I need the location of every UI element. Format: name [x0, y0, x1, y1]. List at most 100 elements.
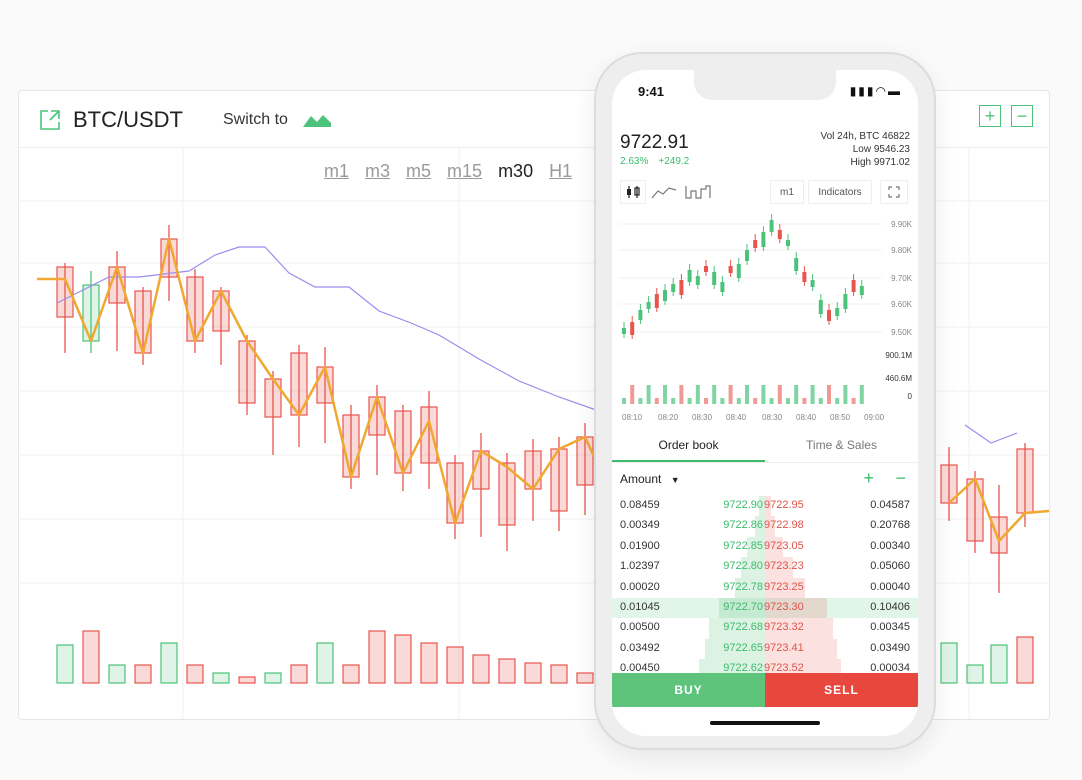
candle-body [843, 294, 848, 309]
volume-bar [134, 664, 152, 684]
candle-body [654, 294, 659, 308]
change-absolute: +249.2 [658, 156, 690, 167]
volume-bar [827, 385, 831, 404]
moving-average-line [56, 246, 632, 418]
orderbook-row[interactable]: 0.01900 9722.85 9723.05 0.00340 [612, 536, 918, 558]
tab-order-book[interactable]: Order book [612, 432, 765, 462]
pair-selector[interactable]: BTC/USDT [39, 107, 183, 133]
status-icons: ▮▮▮◠▬ [850, 84, 902, 98]
candle-body [630, 322, 635, 335]
phone-frame: 9:41 ▮▮▮◠▬ 9722.91 2.63% +249.2 Vol 24h, … [594, 52, 936, 750]
orderbook-row[interactable]: 0.00349 9722.86 9722.98 0.20768 [612, 516, 918, 537]
orderbook-row[interactable]: 1.02397 9722.80 9723.23 0.05060 [612, 557, 918, 578]
interval-button[interactable]: m1 [770, 180, 804, 204]
time-axis-label: 08:30 [692, 413, 713, 422]
volume-bar [56, 644, 74, 684]
timeframe-m1[interactable]: m1 [324, 161, 350, 181]
market-stats: Vol 24h, BTC 46822 Low 9546.23 High 9971… [820, 130, 910, 169]
line-type-icon[interactable] [648, 180, 680, 204]
zoom-out-icon[interactable]: − [895, 468, 906, 488]
volume-bar [160, 642, 178, 684]
candle-type-icon[interactable] [620, 180, 646, 204]
volume-bar [316, 642, 334, 684]
orderbook-row-selected[interactable]: 0.01045 9722.70 9723.30 0.10406 [612, 597, 918, 619]
volume-axis-label: 0 [908, 392, 913, 401]
volume-bar [1016, 636, 1034, 684]
volume-bar [818, 398, 823, 404]
candle-body [663, 290, 667, 301]
last-price: 9722.91 [620, 132, 689, 153]
candle-body [851, 280, 856, 292]
time-axis-label: 08:50 [830, 413, 851, 422]
zoom-in-icon[interactable]: + [863, 468, 874, 488]
candle-body [704, 266, 708, 272]
volume-bar [843, 385, 848, 404]
volume-bar [720, 398, 725, 404]
volume-bar [82, 630, 100, 684]
volume-bar [446, 646, 464, 684]
timeframe-selector: m1 m3 m5 m15 m30 H1 [324, 161, 572, 182]
timeframe-h1[interactable]: H1 [549, 161, 573, 181]
battery-icon: ▬ [888, 84, 902, 98]
volume-bar [646, 385, 651, 404]
timeframe-m3[interactable]: m3 [365, 161, 391, 181]
amount-label: Amount [620, 472, 662, 486]
area-chart-icon[interactable] [302, 111, 332, 129]
candle-body [810, 280, 815, 287]
depth-type-icon[interactable] [682, 180, 714, 204]
candle-body [1016, 448, 1034, 514]
volume-bar [238, 676, 256, 684]
remove-chart-icon[interactable]: − [1011, 105, 1033, 127]
timeframe-m30[interactable]: m30 [498, 161, 534, 181]
volume-bar [940, 642, 958, 684]
fullscreen-icon[interactable] [880, 180, 908, 204]
price-axis-label: 9.90K [891, 220, 913, 229]
wifi-icon: ◠ [875, 84, 888, 98]
switch-chart-type[interactable]: Switch to [223, 111, 332, 129]
orderbook-row[interactable]: 0.08459 9722.90 9722.95 0.04587 [612, 496, 918, 517]
volume-bar [851, 398, 856, 404]
volume-axis-label: 900.1M [885, 351, 912, 360]
volume-bar [769, 398, 774, 404]
volume-bar [695, 385, 700, 404]
candle-body [990, 516, 1008, 554]
volume-bar [576, 672, 594, 684]
home-indicator [710, 721, 820, 725]
time-axis-label: 09:00 [864, 413, 885, 422]
candle-body [212, 290, 230, 332]
candle-body [687, 270, 692, 282]
volume-bar [550, 664, 568, 684]
orderbook-row[interactable]: 0.03492 9722.65 9723.41 0.03490 [612, 638, 918, 660]
candle-body [498, 462, 516, 526]
candle-body [777, 230, 782, 239]
price-axis-label: 9.60K [891, 300, 913, 309]
tab-time-sales[interactable]: Time & Sales [806, 438, 877, 452]
volume-bar [704, 398, 708, 404]
candle-body [736, 264, 741, 278]
volume-bar [777, 385, 782, 404]
volume-bar [498, 658, 516, 684]
amount-dropdown[interactable]: Amount ▼ [620, 472, 680, 486]
candle-body [761, 232, 766, 247]
volume-bar [859, 385, 864, 404]
add-chart-icon[interactable]: + [979, 105, 1001, 127]
timeframe-m5[interactable]: m5 [406, 161, 432, 181]
status-time: 9:41 [638, 84, 665, 99]
orderbook-rows: 0.08459 9722.90 9722.95 0.04587 0.00349 9722… [612, 496, 918, 680]
external-link-icon[interactable] [39, 109, 61, 131]
volume-bar [638, 398, 643, 404]
volume-bar [753, 398, 758, 404]
orderbook-row[interactable]: 0.00500 9722.68 9723.32 0.00345 [612, 618, 918, 639]
moving-average-line [964, 424, 1018, 444]
candle-body [745, 250, 749, 261]
volume-bar [687, 398, 692, 404]
sell-button[interactable]: SELL [765, 673, 918, 707]
chevron-down-icon: ▼ [670, 475, 680, 485]
buy-button[interactable]: BUY [612, 673, 765, 707]
indicators-button[interactable]: Indicators [808, 180, 872, 204]
orderbook-row[interactable]: 0.00020 9722.78 9723.25 0.00040 [612, 577, 918, 598]
candle-body [802, 272, 807, 282]
timeframe-m15[interactable]: m15 [447, 161, 483, 181]
volume-bar [663, 385, 667, 404]
time-axis-label: 08:40 [726, 413, 747, 422]
